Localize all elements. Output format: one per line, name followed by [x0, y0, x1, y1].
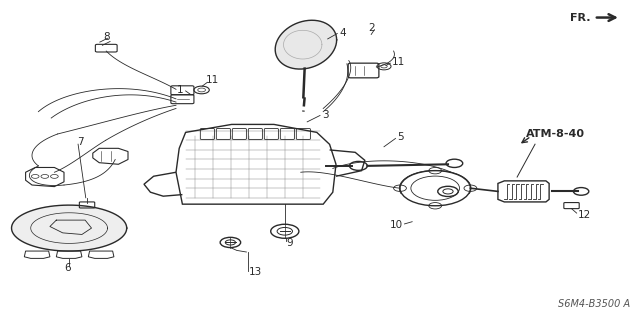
Text: 3: 3 — [323, 110, 329, 120]
Text: 5: 5 — [397, 131, 403, 142]
Polygon shape — [12, 205, 127, 251]
Text: 7: 7 — [77, 137, 83, 147]
Text: 10: 10 — [390, 220, 403, 230]
Text: 11: 11 — [392, 57, 405, 67]
Text: 1: 1 — [177, 85, 183, 95]
Text: 11: 11 — [206, 75, 220, 85]
Text: 4: 4 — [339, 28, 346, 38]
Text: 2: 2 — [368, 23, 374, 33]
Text: FR.: FR. — [570, 12, 591, 23]
Text: ATM-8-40: ATM-8-40 — [526, 129, 585, 139]
Text: 8: 8 — [104, 32, 110, 42]
Text: S6M4-B3500 A: S6M4-B3500 A — [558, 300, 630, 309]
Text: 13: 13 — [248, 267, 262, 277]
Text: 12: 12 — [578, 210, 591, 220]
Polygon shape — [275, 20, 337, 69]
Text: 9: 9 — [287, 238, 293, 248]
Text: 6: 6 — [64, 263, 70, 273]
